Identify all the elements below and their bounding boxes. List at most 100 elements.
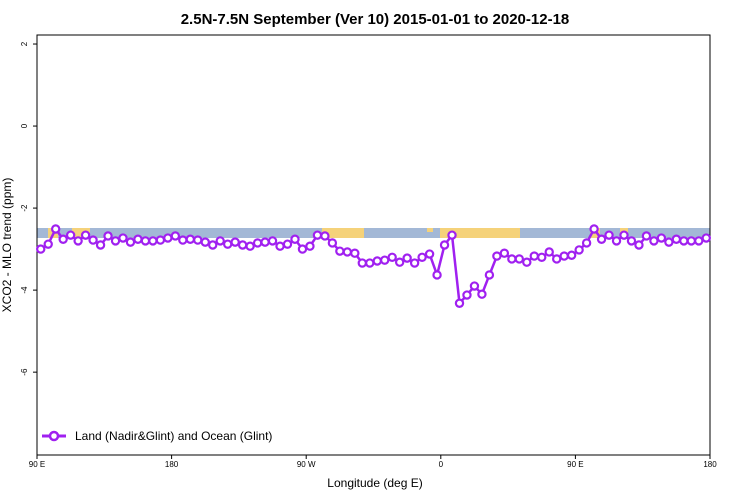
data-point [417, 252, 427, 263]
data-point [507, 254, 517, 264]
data-point [222, 239, 233, 249]
data-point [380, 255, 390, 265]
data-point [626, 236, 637, 246]
data-point [574, 245, 584, 255]
data-point [552, 254, 562, 264]
y-tick-label: 2 [20, 41, 29, 46]
data-point [469, 281, 480, 291]
data-point [133, 234, 143, 244]
x-tick-label: 90 E [29, 460, 45, 469]
data-point [641, 231, 652, 241]
legend: Land (Nadir&Glint) and Ocean (Glint) [42, 429, 272, 443]
data-point [125, 237, 136, 247]
data-point [454, 298, 465, 308]
data-point [178, 235, 188, 245]
data-point [118, 233, 128, 243]
data-point [252, 238, 263, 248]
data-point [604, 230, 614, 240]
y-tick-label: -2 [20, 204, 29, 212]
legend-marker [48, 430, 60, 442]
data-point [365, 258, 375, 268]
data-point [484, 270, 495, 280]
data-point [50, 224, 61, 234]
data-point [679, 236, 689, 246]
data-point [163, 233, 173, 243]
legend-label: Land (Nadir&Glint) and Ocean (Glint) [75, 429, 272, 443]
data-point [245, 241, 255, 251]
data-point [208, 240, 218, 250]
data-point [103, 231, 113, 241]
data-point [88, 235, 98, 245]
data-point [155, 235, 166, 245]
data-point [320, 231, 330, 241]
data-point [357, 258, 367, 268]
data-point [342, 247, 353, 257]
chart-title: 2.5N-7.5N September (Ver 10) 2015-01-01 … [181, 11, 570, 28]
x-tick-label: 180 [703, 460, 717, 469]
data-point [402, 253, 412, 263]
data-point [544, 247, 554, 257]
data-point [611, 236, 622, 246]
data-point [185, 234, 195, 244]
data-point [312, 230, 323, 240]
data-point [477, 289, 487, 299]
x-tick-label: 90 E [567, 460, 583, 469]
data-point [36, 244, 46, 254]
data-point [282, 239, 293, 249]
data-point [275, 241, 285, 251]
data-point [522, 257, 532, 267]
data-point [424, 249, 435, 259]
data-point [260, 237, 270, 247]
data-point [215, 236, 225, 246]
data-point [350, 248, 360, 258]
data-point [387, 252, 397, 263]
y-tick-label: 0 [20, 123, 29, 128]
data-point [529, 251, 539, 261]
data-point [327, 238, 338, 248]
data-point [462, 290, 472, 300]
plot-frame [36, 34, 711, 456]
data-point [559, 251, 569, 261]
data-point [701, 233, 711, 243]
y-axis-label: XCO2 - MLO trend (ppm) [0, 178, 14, 313]
data-point [148, 236, 158, 246]
data-point [80, 230, 91, 240]
data-point [694, 236, 704, 246]
data-point [537, 252, 547, 263]
data-point [671, 234, 682, 244]
data-point [439, 240, 450, 250]
data-point [664, 237, 674, 247]
data-point [267, 236, 278, 246]
data-point [95, 240, 106, 250]
data-point [372, 256, 382, 266]
x-tick-label: 180 [165, 460, 179, 469]
data-point [432, 270, 442, 280]
data-point [589, 224, 599, 234]
data-point [297, 244, 308, 254]
data-point [686, 236, 697, 246]
x-tick-label: 0 [439, 460, 444, 469]
data-point [634, 240, 644, 250]
y-tick-label: -4 [20, 286, 29, 294]
data-point [581, 238, 592, 248]
data-point [335, 246, 345, 256]
data-point [447, 230, 457, 240]
data-point [305, 241, 315, 251]
data-point [200, 237, 210, 247]
data-point [43, 239, 53, 249]
data-point [170, 231, 181, 241]
data-point [514, 254, 525, 264]
data-point [566, 250, 577, 260]
data-point [73, 236, 83, 246]
data-point [230, 237, 240, 247]
data-point [492, 251, 502, 261]
data-point [394, 257, 405, 267]
data-point [110, 236, 121, 246]
data-point [237, 240, 248, 250]
x-axis-label: Longitude (deg E) [327, 476, 422, 490]
y-tick-label: -6 [20, 368, 29, 376]
data-point [596, 234, 607, 244]
data-point [290, 234, 300, 244]
data-point [140, 236, 151, 246]
